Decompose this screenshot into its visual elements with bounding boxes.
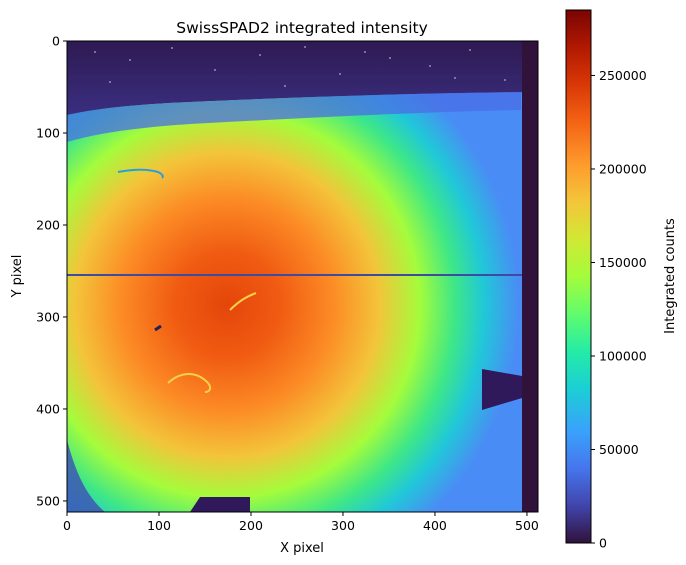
- y-tick-label: 200: [36, 217, 60, 232]
- y-tick-label: 500: [36, 493, 60, 508]
- colorbar-axis: 0 50000 100000 150000 200000 250000: [591, 68, 647, 551]
- y-tick-label: 100: [36, 125, 60, 140]
- x-tick-label: 400: [423, 518, 447, 533]
- y-axis: 0 100 200 300 400 500: [36, 34, 67, 508]
- chart-title: SwissSPAD2 integrated intensity: [176, 19, 428, 37]
- colorbar-tick-label: 150000: [599, 255, 647, 270]
- colorbar-tick-label: 250000: [599, 68, 647, 83]
- y-tick-label: 0: [52, 34, 60, 49]
- colorbar-tick-label: 200000: [599, 161, 647, 176]
- x-axis-label: X pixel: [280, 541, 324, 556]
- x-tick-label: 0: [63, 518, 71, 533]
- colorbar-tick-label: 0: [599, 536, 607, 551]
- y-axis-label: Y pixel: [10, 255, 25, 299]
- colorbar-tick-label: 100000: [599, 348, 647, 363]
- x-tick-label: 300: [331, 518, 355, 533]
- x-tick-label: 100: [147, 518, 171, 533]
- colorbar: [565, 9, 592, 544]
- plot-frame: [66, 40, 539, 513]
- colorbar-label: Integrated counts: [663, 218, 678, 334]
- heatmap-image: [67, 41, 538, 512]
- y-tick-label: 300: [36, 309, 60, 324]
- x-axis: 0 100 200 300 400 500: [63, 512, 539, 533]
- x-tick-label: 200: [239, 518, 263, 533]
- x-tick-label: 500: [515, 518, 539, 533]
- colorbar-tick-label: 50000: [599, 442, 639, 457]
- y-tick-label: 400: [36, 401, 60, 416]
